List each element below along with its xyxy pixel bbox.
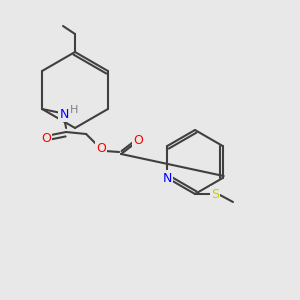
Text: O: O [96,142,106,155]
Text: H: H [70,105,78,115]
Text: N: N [163,172,172,184]
Text: N: N [59,107,69,121]
Text: O: O [133,134,143,146]
Text: O: O [41,131,51,145]
Text: S: S [211,188,219,200]
